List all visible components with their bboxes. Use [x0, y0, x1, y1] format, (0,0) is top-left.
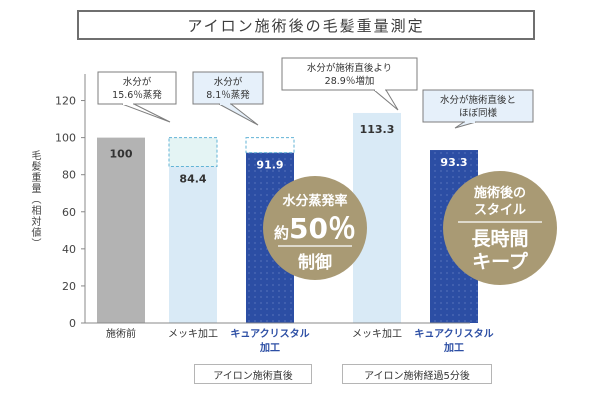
moisture-loss-region: [168, 137, 218, 168]
bar-value-label: 113.3: [360, 123, 395, 136]
moisture-loss-region: [245, 137, 295, 154]
x-category-label: 加工: [259, 341, 280, 354]
callout-text: ほぼ同様: [459, 107, 498, 119]
callout-text: 水分が: [123, 76, 152, 88]
bar: [97, 137, 145, 323]
x-category-label: メッキ加工: [168, 328, 218, 340]
bar-value-label: 93.3: [440, 156, 467, 169]
y-tick-label: 100: [55, 132, 76, 145]
x-category-label: メッキ加工: [352, 328, 402, 340]
callout-pointer: [372, 89, 399, 111]
callout-pointer: [218, 103, 259, 126]
bar: [169, 166, 217, 323]
y-tick-label: 0: [69, 317, 76, 330]
callout-text: 水分が施術直後と: [440, 94, 516, 106]
badge-text: キープ: [472, 250, 529, 273]
y-tick-label: 20: [62, 280, 76, 293]
callout-text: 28.9％増加: [325, 75, 375, 87]
y-tick-label: 40: [62, 243, 76, 256]
badge-text: 制御: [298, 252, 332, 273]
x-category-label: 施術前: [106, 327, 136, 340]
callout-box: [97, 71, 177, 105]
callout-text: 水分が施術直後より: [307, 62, 392, 74]
y-tick-label: 60: [62, 206, 76, 219]
x-category-label: キュアクリスタル: [414, 328, 493, 340]
callout-box: [281, 57, 418, 91]
y-tick-label: 80: [62, 169, 76, 182]
group-label: アイロン施術経過5分後: [342, 364, 492, 384]
callout-text: 8.1％蒸発: [206, 89, 250, 101]
bar-value-label: 84.4: [179, 173, 206, 186]
badge-text: 約50％: [274, 212, 356, 245]
x-category-label: キュアクリスタル: [230, 328, 309, 340]
badge-text: 水分蒸発率: [282, 193, 347, 209]
callout-box: [192, 71, 264, 105]
bar-value-label: 100: [110, 148, 133, 161]
callout-text: 水分が: [214, 76, 243, 88]
callout-box: [422, 89, 534, 123]
callout-pointer: [121, 103, 171, 123]
badge-circle: [263, 176, 367, 280]
badge-circle: [443, 171, 557, 285]
group-label: アイロン施術直後: [194, 364, 312, 384]
x-category-label: 加工: [443, 341, 464, 354]
badge-text: スタイル: [474, 203, 526, 218]
y-axis-label: 毛髪重量（相対値）: [29, 150, 40, 249]
y-tick-label: 120: [55, 95, 76, 108]
badge-text: 施術後の: [474, 185, 526, 201]
bar-value-label: 91.9: [256, 159, 283, 172]
callout-text: 15.6％蒸発: [112, 89, 162, 101]
chart-title: アイロン施術後の毛髪重量測定: [77, 10, 535, 40]
badge-text: 長時間: [471, 228, 528, 250]
